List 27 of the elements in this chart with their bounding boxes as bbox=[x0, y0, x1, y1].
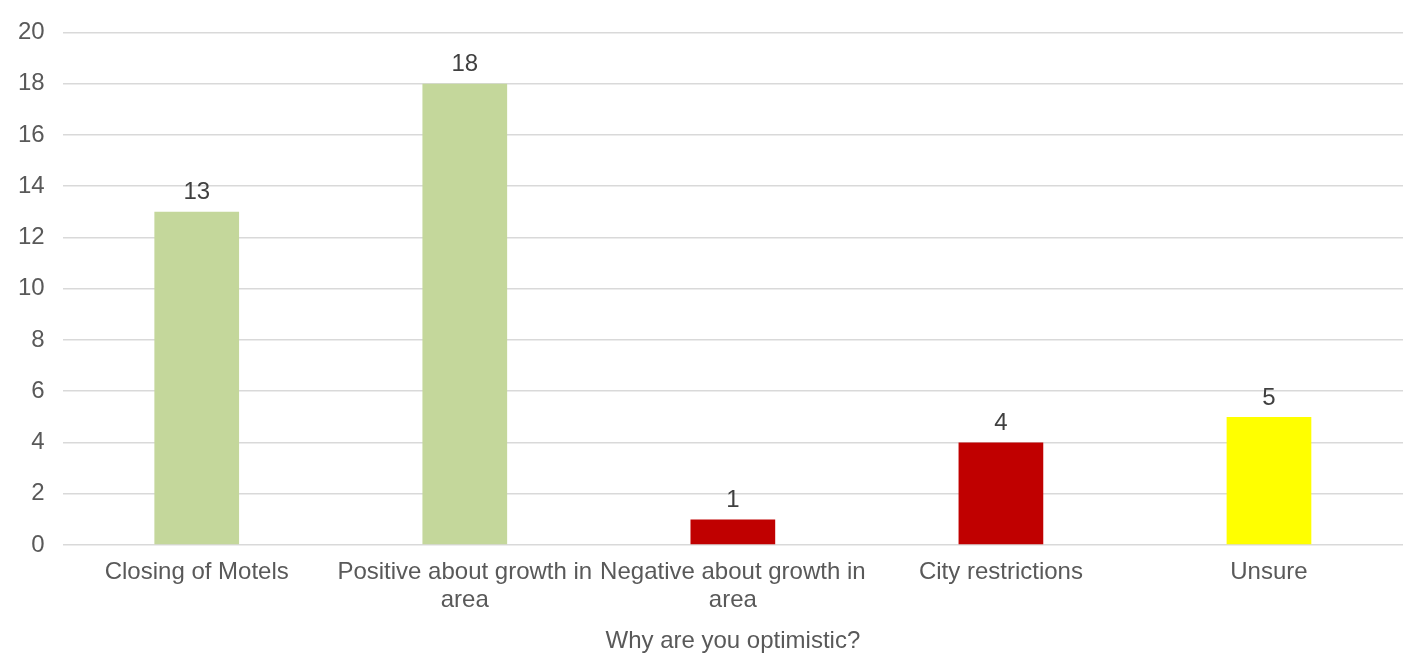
y-tick-label: 2 bbox=[31, 478, 45, 506]
bar bbox=[154, 211, 240, 545]
y-tick-label: 16 bbox=[17, 119, 45, 147]
data-label: 5 bbox=[1262, 382, 1276, 410]
bar bbox=[422, 83, 508, 545]
y-tick-label: 12 bbox=[17, 222, 45, 250]
y-tick-label: 8 bbox=[31, 324, 45, 352]
x-tick-label: Closing of Motels bbox=[104, 556, 289, 584]
data-label: 4 bbox=[994, 408, 1008, 436]
x-tick-label: Unsure bbox=[1230, 556, 1308, 584]
bar bbox=[958, 442, 1044, 545]
x-axis-title: Why are you optimistic? bbox=[605, 626, 861, 654]
y-tick-label: 14 bbox=[17, 170, 45, 198]
y-tick-label: 20 bbox=[17, 17, 45, 45]
data-label: 13 bbox=[183, 177, 211, 205]
y-tick-label: 6 bbox=[31, 375, 45, 403]
y-tick-label: 10 bbox=[17, 273, 45, 301]
y-tick-label: 4 bbox=[31, 427, 45, 455]
x-tick-label: Negative about growth in area bbox=[600, 556, 866, 612]
bar bbox=[690, 519, 776, 545]
x-tick-label: City restrictions bbox=[918, 556, 1083, 584]
bar bbox=[1226, 416, 1312, 545]
y-tick-label: 0 bbox=[31, 529, 45, 557]
y-tick-label: 18 bbox=[17, 68, 45, 96]
data-label: 1 bbox=[726, 485, 740, 513]
data-label: 18 bbox=[451, 49, 479, 77]
x-tick-label: Positive about growth in area bbox=[337, 556, 593, 612]
